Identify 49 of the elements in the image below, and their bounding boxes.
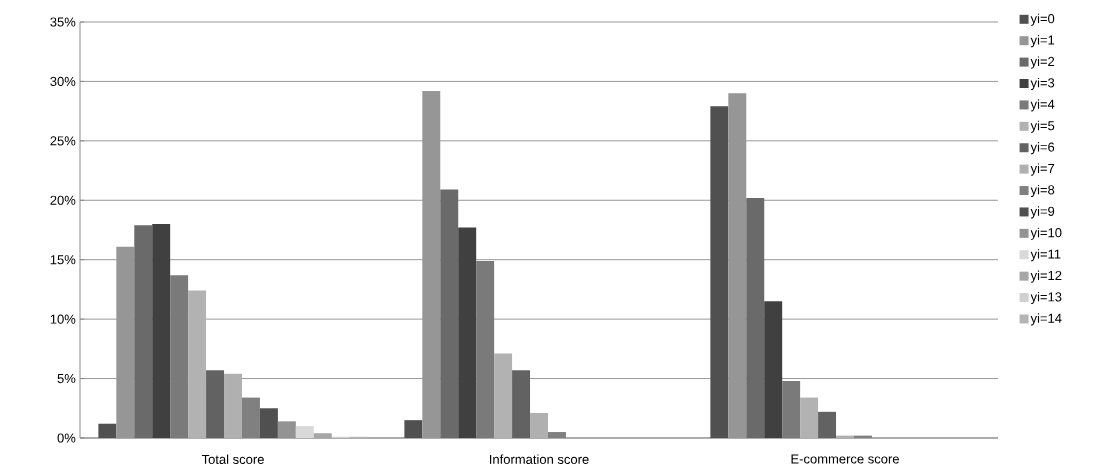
bar	[206, 370, 225, 438]
x-tick-label: Information score	[490, 454, 589, 464]
bar	[800, 397, 819, 438]
y-tick-label: 0%	[57, 433, 76, 443]
bar	[710, 106, 729, 438]
bar	[259, 408, 278, 438]
legend-label: yi=4	[1030, 99, 1055, 112]
bar	[224, 373, 242, 438]
bar	[746, 197, 765, 438]
legend-label: yi=8	[1030, 184, 1055, 198]
bar	[404, 420, 423, 438]
bar	[170, 275, 189, 438]
legend-label: yi=5	[1030, 120, 1055, 133]
x-tick-label: Total score	[201, 454, 264, 464]
legend-label: yi=0	[1030, 13, 1055, 26]
bar	[818, 411, 837, 438]
bar	[152, 224, 171, 438]
y-tick-label: 10%	[50, 314, 76, 324]
y-tick-label: 20%	[50, 195, 76, 205]
bar	[530, 413, 548, 438]
bar	[295, 426, 314, 438]
y-tick-label: 15%	[50, 255, 76, 265]
bar	[188, 290, 207, 438]
bar	[494, 353, 513, 438]
bar	[782, 380, 801, 438]
legend-label: yi=13	[1030, 291, 1062, 305]
x-tick-label: E-commerce score	[791, 454, 899, 464]
legend-label: yi=14	[1030, 313, 1062, 326]
y-tick-label: 35%	[50, 17, 76, 27]
y-tick-label: 5%	[57, 373, 76, 384]
legend-label: yi=3	[1030, 77, 1055, 91]
bar	[98, 423, 117, 438]
bar	[440, 189, 459, 438]
bar	[458, 227, 477, 438]
bar	[313, 433, 332, 438]
legend-label: yi=6	[1030, 142, 1055, 155]
bar	[512, 370, 531, 438]
y-tick-label: 25%	[50, 136, 76, 146]
legend-label: yi=12	[1030, 270, 1062, 283]
bar	[134, 225, 153, 438]
legend-label: yi=1	[1030, 35, 1055, 48]
bar	[476, 260, 495, 438]
bar	[764, 301, 783, 438]
legend-label: yi=10	[1030, 227, 1062, 240]
legend-label: yi=2	[1030, 56, 1055, 69]
legend-label: yi=7	[1030, 163, 1055, 176]
y-tick-label: 30%	[50, 76, 76, 87]
legend-label: yi=9	[1030, 206, 1055, 219]
legend-label: yi=11	[1030, 249, 1061, 262]
